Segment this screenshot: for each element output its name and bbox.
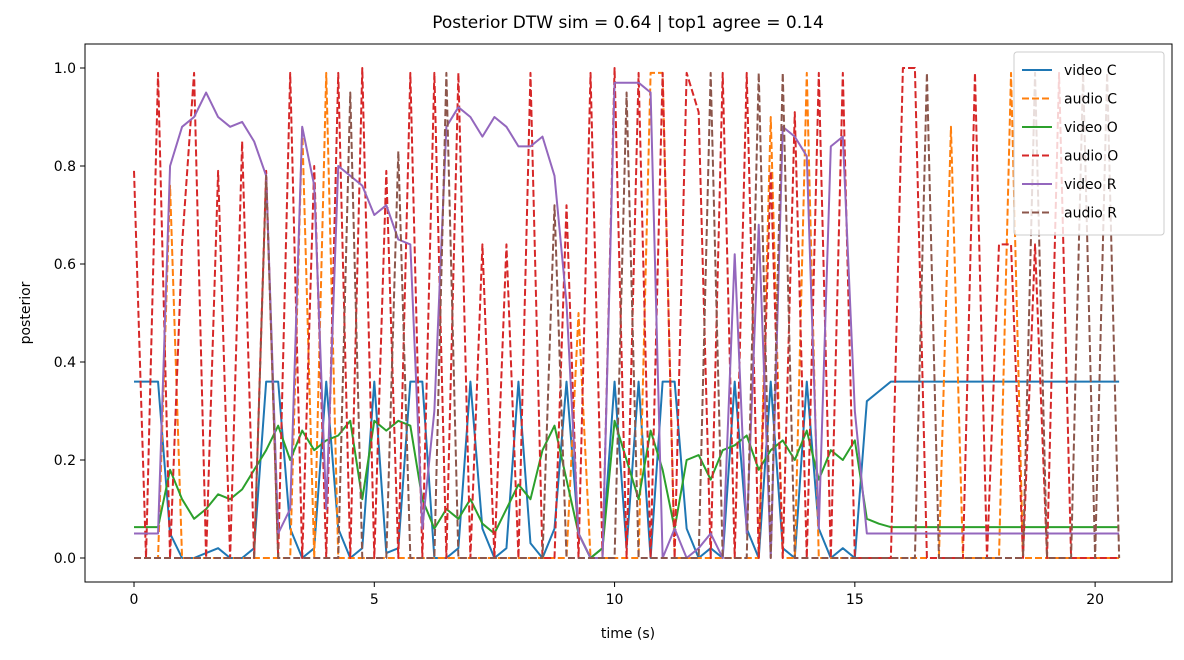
plot-area bbox=[133, 67, 1121, 559]
axes-frame bbox=[84, 43, 1173, 583]
legend-label: audio C bbox=[1064, 92, 1117, 108]
series-line bbox=[134, 71, 1121, 559]
y-tick-label: 0.2 bbox=[54, 453, 76, 469]
y-tick-label: 0.6 bbox=[54, 257, 76, 273]
legend-label: video O bbox=[1064, 120, 1118, 136]
legend-label: video C bbox=[1064, 63, 1117, 79]
x-tick-label: 0 bbox=[130, 592, 139, 608]
y-tick-label: 0.0 bbox=[54, 551, 76, 567]
x-tick-label: 20 bbox=[1086, 592, 1104, 608]
legend-box bbox=[1013, 51, 1165, 236]
series-line bbox=[134, 419, 1120, 559]
x-tick-label: 5 bbox=[370, 592, 379, 608]
y-axis-label: posterior bbox=[18, 281, 34, 344]
x-axis-label: time (s) bbox=[601, 626, 655, 642]
legend: video C audio C video O audio O video R audio… bbox=[1013, 51, 1165, 236]
chart-title: Posterior DTW sim = 0.64 | top1 agree = … bbox=[432, 13, 824, 33]
y-tick-label: 1.0 bbox=[54, 61, 76, 77]
y-tick-label: 0.8 bbox=[54, 159, 76, 175]
series-line bbox=[133, 67, 1120, 559]
x-tick-label: 10 bbox=[606, 592, 624, 608]
legend-label: audio O bbox=[1064, 149, 1118, 165]
series-line bbox=[134, 81, 1120, 559]
legend-label: audio R bbox=[1064, 206, 1117, 222]
x-tick-label: 15 bbox=[846, 592, 864, 608]
y-tick-label: 0.4 bbox=[54, 355, 76, 371]
legend-label: video R bbox=[1064, 177, 1117, 193]
